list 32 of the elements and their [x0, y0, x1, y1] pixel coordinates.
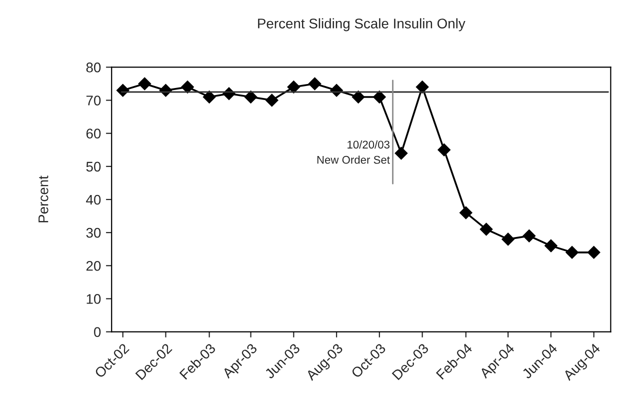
- y-tick-label: 50: [86, 162, 101, 172]
- y-tick-label: 30: [86, 228, 101, 238]
- point: [416, 80, 429, 94]
- chart-title: Percent Sliding Scale Insulin Only: [258, 18, 466, 32]
- ref-line-label: 10/20/03 New Order Set: [317, 140, 390, 164]
- point: [265, 94, 278, 107]
- point: [116, 84, 130, 97]
- point: [308, 77, 322, 90]
- point: [522, 229, 536, 242]
- y-tick-label: 10: [86, 294, 101, 304]
- y-tick-label: 80: [86, 62, 101, 72]
- point: [373, 90, 386, 104]
- point: [394, 146, 408, 160]
- y-tick-label: 60: [86, 128, 101, 139]
- y-tick-label: 20: [86, 260, 101, 271]
- point: [244, 90, 258, 104]
- y-axis-title: Percent: [38, 176, 48, 222]
- point: [438, 143, 451, 156]
- point: [138, 77, 152, 90]
- point: [502, 232, 514, 246]
- point: [480, 222, 493, 236]
- point: [181, 80, 194, 94]
- point: [587, 246, 600, 259]
- point: [352, 90, 365, 104]
- y-tick-label: 0: [94, 327, 101, 337]
- point: [459, 206, 472, 220]
- y-tick-label: 40: [86, 194, 101, 205]
- point: [544, 239, 558, 252]
- point: [202, 90, 216, 104]
- point: [287, 80, 300, 94]
- y-tick-label: 70: [86, 96, 101, 106]
- point: [566, 246, 578, 259]
